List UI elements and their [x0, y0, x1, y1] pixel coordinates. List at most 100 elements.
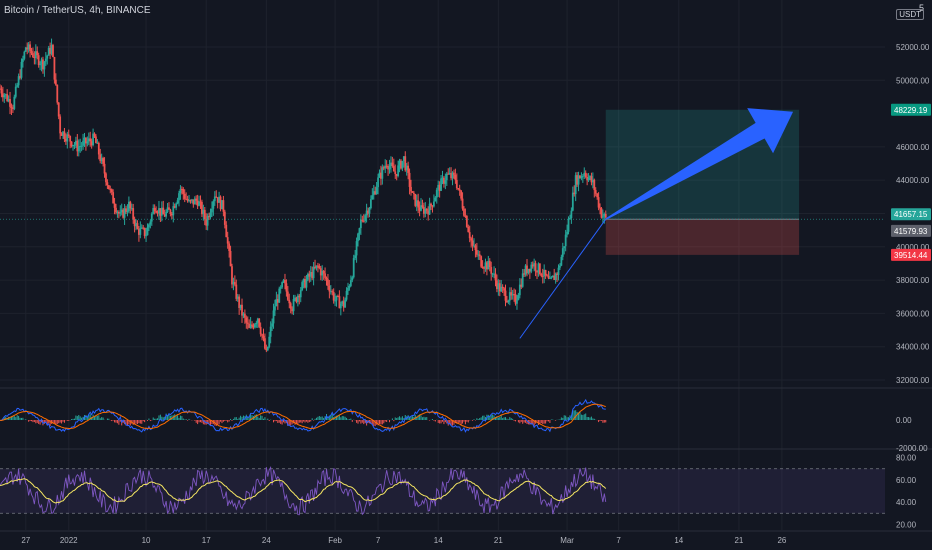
candle-body [521, 273, 524, 287]
candle-body [490, 267, 493, 274]
candle-body [183, 193, 186, 199]
candle [156, 210, 159, 217]
candle [199, 195, 202, 209]
candle-body [180, 188, 183, 190]
candle-body [279, 287, 282, 289]
candle-body [130, 208, 133, 210]
candle-body [113, 203, 116, 208]
candle-body [318, 265, 321, 269]
candles [0, 38, 607, 353]
candle-body [176, 200, 179, 204]
candle-body [504, 290, 507, 301]
candle [62, 130, 64, 139]
candle [17, 73, 20, 88]
candle-body [89, 138, 92, 142]
candle [464, 208, 467, 219]
candle-body [216, 197, 219, 203]
candle-body [508, 292, 511, 301]
symbol-title[interactable]: Bitcoin / TetherUS, 4h, BINANCE [4, 5, 151, 16]
candle-body [573, 192, 576, 195]
candle-body [337, 295, 339, 297]
candle-body [60, 133, 63, 136]
candle-body [156, 212, 159, 214]
candle [274, 299, 276, 316]
candle-body [587, 177, 590, 181]
candle-body [309, 272, 312, 277]
candle-body [457, 188, 460, 190]
candle [87, 132, 90, 146]
candle-body [159, 208, 162, 216]
currency-badge[interactable]: USDT [896, 9, 924, 20]
candle [132, 203, 135, 224]
candle-body [374, 191, 377, 195]
candle [265, 344, 268, 353]
candle-body [135, 223, 137, 227]
candle-body [92, 133, 94, 146]
candle [408, 168, 411, 195]
candle [205, 213, 208, 230]
candle-body [567, 219, 570, 232]
x-tick-label: Feb [328, 536, 342, 545]
candle-body [342, 301, 345, 308]
candle [135, 219, 137, 231]
candle-body [569, 217, 571, 220]
candle [34, 44, 37, 65]
candle [232, 277, 235, 291]
candle-body [526, 265, 528, 274]
y-tick-label: 32000.00 [896, 376, 930, 385]
candle-body [291, 308, 294, 312]
candle [152, 204, 155, 215]
candle-body [563, 246, 566, 249]
x-tick-label: 14 [674, 536, 683, 545]
candle [431, 205, 434, 213]
candle-body [391, 162, 394, 167]
candle-body [178, 193, 180, 201]
candle-body [349, 280, 352, 286]
candle [292, 294, 295, 316]
candle-body [308, 273, 311, 277]
candle [216, 197, 219, 209]
candle [126, 204, 129, 217]
candle [296, 293, 299, 307]
candle [437, 180, 440, 197]
candle [122, 208, 125, 219]
candle-body [245, 317, 248, 323]
candle [506, 295, 508, 304]
candle [93, 132, 96, 138]
candle-body [299, 290, 302, 298]
candle-body [401, 160, 404, 169]
candle [556, 272, 558, 283]
candle-body [541, 275, 544, 277]
candle [221, 200, 223, 210]
target-price-tag-bg [891, 103, 931, 116]
candle-body [189, 200, 192, 202]
candle [309, 266, 312, 282]
candle [394, 164, 397, 179]
candle [503, 286, 505, 296]
rsi-band [0, 468, 885, 514]
candle-body [547, 275, 550, 279]
candle [266, 346, 269, 352]
candle-body [23, 51, 26, 59]
candle-body [284, 279, 286, 284]
candle-body [76, 140, 79, 152]
candle-body [530, 264, 533, 272]
candle-body [199, 201, 202, 203]
candle-body [228, 243, 231, 251]
candle-body [355, 241, 358, 256]
candle [272, 303, 275, 329]
candle-body [362, 220, 365, 222]
candle-body [408, 172, 411, 187]
candle [384, 159, 387, 174]
candle [443, 175, 445, 188]
candle [282, 278, 285, 284]
candle [410, 179, 412, 196]
candle [208, 212, 210, 220]
candle-body [305, 279, 308, 288]
candle-body [226, 237, 229, 244]
candle-body [282, 279, 285, 283]
candle-body [600, 208, 603, 218]
candle [521, 268, 524, 288]
candle [268, 331, 271, 349]
